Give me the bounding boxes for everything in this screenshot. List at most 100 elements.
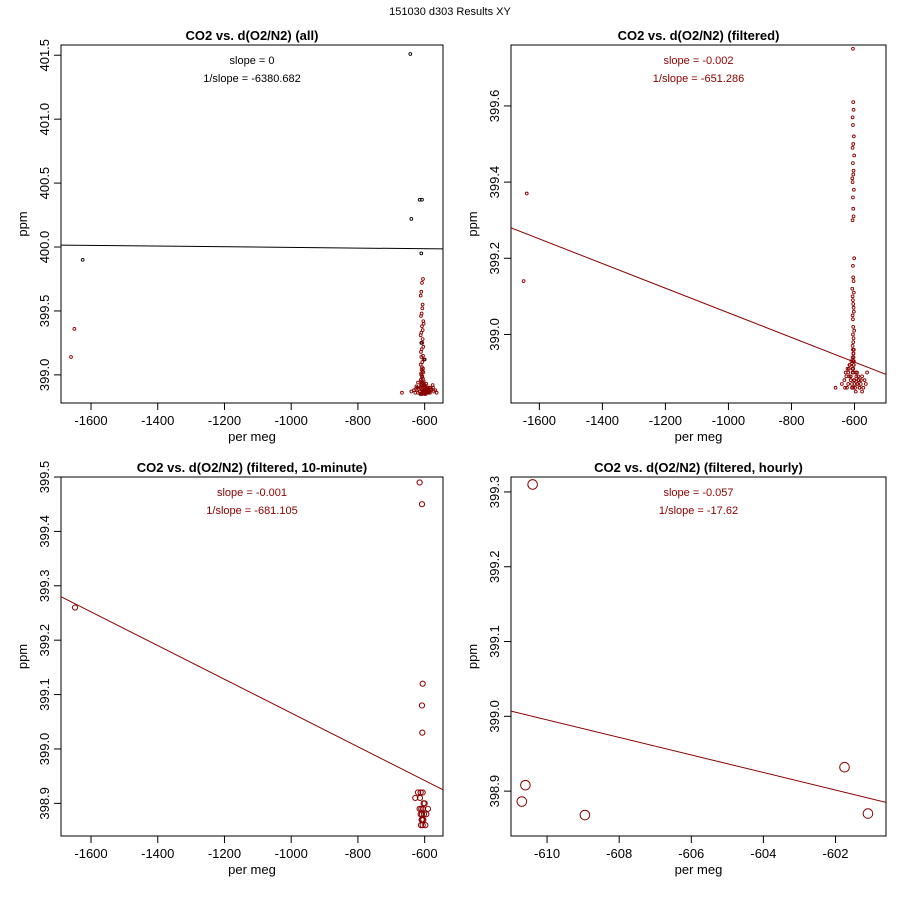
panel-filtered: CO2 vs. d(O2/N2) (filtered) -1600 -1400 -12… [465, 28, 887, 444]
data-point [419, 251, 424, 256]
data-point [851, 142, 856, 146]
data-point [851, 264, 855, 268]
y-tick-label: 399.2 [487, 242, 502, 275]
x-tick-label: -606 [678, 846, 704, 861]
plot-frame [510, 44, 887, 404]
y-tick-label: 399.5 [37, 461, 52, 494]
x-tick-label: -600 [412, 846, 438, 861]
data-point [431, 385, 435, 390]
data-point [857, 385, 862, 390]
inverse-slope-label: 1/slope = -651.286 [653, 73, 744, 85]
data-point [839, 761, 850, 773]
y-tick-label: 399.2 [487, 550, 502, 583]
data-point [418, 702, 426, 709]
data-point [418, 293, 423, 298]
data-point [414, 789, 422, 796]
panel-all: CO2 vs. d(O2/N2) (all) -1600 -1400 -1200 -10… [15, 28, 444, 444]
x-tick-label: -800 [345, 413, 371, 428]
data-point [855, 370, 859, 375]
data-point [423, 392, 428, 396]
y-tick-label: 401.5 [37, 39, 52, 72]
data-point [851, 161, 855, 165]
x-axis-label: per meg [228, 862, 276, 877]
data-point [421, 277, 425, 281]
data-point [843, 385, 847, 390]
plot-frame [60, 476, 444, 837]
slope-label: slope = -0.001 [217, 487, 287, 499]
data-point [851, 107, 856, 112]
y-tick-label: 399.0 [37, 359, 52, 392]
y-tick-label: 399.4 [37, 515, 52, 548]
data-point [850, 176, 855, 181]
y-tick-label: 398.9 [37, 787, 52, 820]
data-point [851, 324, 856, 329]
data-point [420, 197, 424, 202]
data-point [853, 389, 858, 394]
y-tick-label: 399.1 [487, 625, 502, 658]
data-point [850, 180, 855, 184]
data-point [424, 381, 429, 386]
data-point [420, 280, 424, 285]
y-tick-label: 399.1 [37, 678, 52, 711]
data-point [863, 382, 868, 386]
data-point [851, 385, 856, 390]
data-point [848, 374, 853, 379]
x-tick-label: -1000 [712, 413, 745, 428]
data-point [419, 350, 423, 354]
data-point [400, 390, 404, 395]
data-point [419, 314, 423, 318]
data-point [850, 218, 855, 223]
data-point [428, 388, 433, 393]
inverse-slope-label: 1/slope = -6380.682 [203, 73, 301, 85]
y-tick-label: 399.4 [487, 166, 502, 199]
y-tick-label: 398.9 [487, 775, 502, 808]
data-point [421, 344, 426, 349]
y-tick-label: 399.3 [37, 570, 52, 603]
chart-title: CO2 vs. d(O2/N2) (filtered) [618, 28, 780, 43]
inverse-slope-label: 1/slope = -17.62 [659, 505, 738, 517]
x-tick-label: -1200 [208, 846, 241, 861]
data-point [418, 501, 426, 508]
data-point [524, 191, 529, 196]
data-point [851, 305, 856, 310]
data-point [851, 347, 855, 352]
data-point [409, 217, 414, 221]
data-point [527, 479, 538, 490]
x-tick-label: -1600 [523, 413, 556, 428]
fit-line [61, 244, 443, 250]
data-point [851, 351, 856, 356]
y-axis-label: ppm [15, 211, 30, 236]
y-tick-label: 400.0 [37, 231, 52, 264]
y-axis-label: ppm [15, 644, 30, 669]
data-point [865, 370, 869, 375]
data-point [408, 52, 413, 56]
data-point [850, 382, 854, 386]
inverse-slope-label: 1/slope = -681.105 [206, 505, 297, 517]
data-point [847, 363, 852, 367]
x-tick-label: -1200 [208, 413, 241, 428]
x-tick-label: -1600 [74, 413, 107, 428]
data-point [71, 604, 79, 611]
y-tick-label: 399.6 [487, 90, 502, 123]
data-point [72, 326, 77, 331]
data-point [419, 729, 426, 736]
data-point [858, 378, 863, 382]
data-point [434, 390, 439, 395]
y-tick-label: 399.3 [487, 476, 502, 509]
data-point [844, 374, 849, 379]
x-tick-label: -1000 [275, 413, 308, 428]
data-point [423, 811, 430, 818]
data-point [846, 370, 851, 375]
y-tick-label: 399.2 [37, 624, 52, 657]
data-point [850, 145, 855, 150]
x-tick-label: -604 [750, 846, 776, 861]
panel-filtered-10-minute: CO2 vs. d(O2/N2) (filtered, 10-minute) -1… [15, 460, 444, 877]
data-point [845, 366, 850, 371]
x-tick-label: -1200 [649, 413, 682, 428]
y-tick-label: 400.5 [37, 167, 52, 200]
data-point [416, 380, 420, 385]
data-point [579, 809, 591, 821]
data-point [846, 382, 851, 386]
slope-label: slope = 0 [230, 55, 275, 67]
data-point [419, 789, 426, 796]
